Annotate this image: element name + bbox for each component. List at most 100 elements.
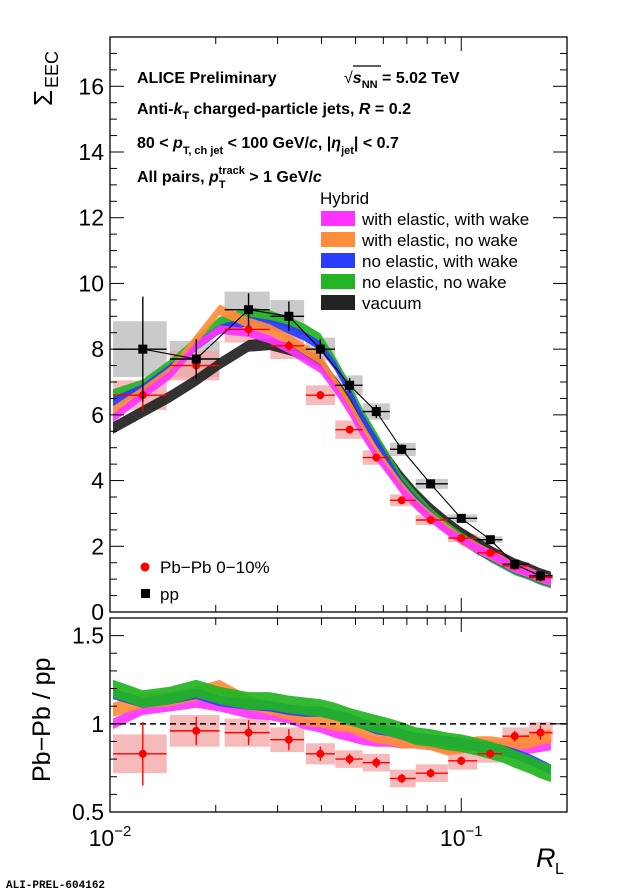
jets-text: charged-particle jets,: [189, 101, 359, 118]
eta-symbol: η: [331, 135, 341, 152]
pbpb-point-5: [345, 425, 354, 434]
pt-unit-c: c: [309, 135, 318, 152]
top-ytick-label-5: 10: [78, 270, 104, 296]
legend-marker-pp: [141, 589, 150, 598]
bottom-model-bands: [113, 679, 551, 782]
bottom-y-label: Pb−Pb / pp: [28, 658, 56, 782]
pp-point-10: [485, 535, 495, 545]
track-pt-sub: T: [219, 179, 226, 191]
x-tick-exp-0: −2: [114, 823, 131, 840]
pp-point-8: [426, 479, 436, 489]
top-axes: 0 2 4 6 8 10 12 14 16: [78, 36, 568, 625]
ratio-point-1: [192, 726, 201, 735]
pp-point-7: [397, 444, 407, 454]
pt-sub: T, ch jet: [183, 145, 224, 157]
legend-label-with-elastic-no-wake: with elastic, no wake: [361, 231, 518, 250]
hybrid-legend-title: Hybrid: [320, 189, 369, 208]
x-axis-title: R L: [536, 843, 564, 878]
x-label-sub: L: [555, 861, 564, 878]
pp-point-5: [345, 380, 355, 390]
ratio-point-0: [138, 749, 147, 758]
eta-open: , |: [318, 135, 331, 152]
legend-marker-pbpb: [140, 562, 150, 572]
energy-s: s: [353, 70, 362, 87]
top-y-label-main: Σ: [28, 90, 58, 106]
x-tick-base-0: 10: [89, 825, 115, 851]
track-pt-symbol: p: [208, 169, 219, 186]
x-label-main: R: [536, 843, 556, 873]
ratio-point-8: [426, 769, 435, 778]
annotation-line-1: ALICE Preliminary: [137, 70, 277, 87]
ratio-point-9: [457, 756, 466, 765]
legend-label-pp: pp: [160, 585, 179, 604]
pp-point-6: [371, 407, 381, 417]
top-panel-frame: [109, 36, 568, 613]
pbpb-point-8: [426, 516, 435, 524]
pp-point-2: [244, 305, 254, 315]
ratio-point-2: [244, 728, 253, 737]
hybrid-legend: Hybrid with elastic, with wake with elas…: [320, 189, 529, 313]
pbpb-point-2: [244, 325, 253, 334]
pbpb-point-4: [316, 391, 325, 400]
track-pt-sup: track: [219, 165, 246, 177]
track-pt-unit-c: c: [313, 169, 322, 186]
bot-ytick-label-2: 1.5: [72, 623, 104, 649]
pp-point-11: [510, 559, 520, 569]
ratio-point-4: [316, 749, 325, 758]
ratio-point-5: [345, 755, 354, 764]
ratio-point-11: [510, 732, 519, 741]
top-y-axis-title: Σ EEC: [28, 51, 62, 106]
legend-label-vacuum: vacuum: [362, 294, 422, 313]
radius-symbol: R: [359, 101, 371, 118]
bottom-data-points: [113, 716, 553, 786]
footer-tag: ALI-PREL-604162: [6, 880, 105, 892]
x-tick-base-1: 10: [440, 825, 466, 851]
legend-label-no-elastic-no-wake: no elastic, no wake: [362, 273, 507, 292]
top-ytick-label-3: 6: [91, 402, 104, 428]
top-ytick-label-0: 0: [91, 599, 104, 625]
pbpb-point-6: [372, 453, 381, 462]
bottom-axes: 0.511.510−2 10−1: [72, 617, 568, 851]
pt-symbol: p: [172, 135, 183, 152]
legend-swatch-with-elastic-with-wake: [321, 211, 355, 226]
pp-point-4: [315, 344, 325, 354]
kt-k: k: [173, 101, 183, 118]
top-ytick-label-4: 8: [91, 336, 104, 362]
top-model-bands: [113, 304, 551, 589]
pbpb-point-7: [397, 496, 406, 505]
legend-swatch-with-elastic-no-wake: [321, 232, 355, 247]
energy-sub: NN: [362, 79, 378, 91]
top-data-points: [113, 293, 553, 582]
top-ytick-label-8: 16: [78, 73, 104, 99]
pp-point-9: [456, 513, 466, 523]
annotation-line-4: All pairs, pTtrack > 1 GeV/c: [137, 165, 322, 191]
x-tick-exp-1: −1: [466, 823, 483, 840]
top-ytick-label-7: 14: [78, 139, 104, 165]
legend-label-pbpb: Pb−Pb 0−10%: [160, 558, 270, 577]
kt-sub: T: [182, 110, 189, 122]
annotation-block: ALICE Preliminary √sNN = 5.02 TeV Anti-k…: [137, 65, 460, 191]
annotation-energy: √sNN = 5.02 TeV: [344, 70, 460, 91]
annotation-line-2: Anti-kT charged-particle jets, R = 0.2: [137, 101, 411, 122]
x-tick-label-1: 10−1: [440, 823, 483, 851]
legend-label-no-elastic-with-wake: no elastic, with wake: [362, 252, 518, 271]
pp-point-0: [138, 344, 148, 354]
bot-ytick-label-0: 0.5: [72, 799, 104, 825]
legend-label-with-elastic-with-wake: with elastic, with wake: [361, 210, 529, 229]
pt-range-lo: 80 <: [137, 135, 173, 152]
ratio-point-12: [536, 728, 545, 737]
pbpb-point-3: [284, 341, 293, 350]
sqrt-symbol: √: [344, 70, 353, 87]
top-ytick-label-1: 2: [91, 533, 104, 559]
bottom-band-no-elastic-no-wake: [113, 679, 551, 782]
bottom-panel-frame: [109, 617, 568, 813]
pt-range-hi: < 100 GeV/: [223, 135, 309, 152]
pbpb-point-9: [457, 534, 466, 543]
eta-close: | < 0.7: [354, 135, 399, 152]
pp-point-3: [284, 311, 294, 321]
top-y-label-sub: EEC: [42, 51, 62, 88]
bottom-band-with-elastic-with-wake: [113, 697, 551, 754]
ratio-point-7: [397, 774, 406, 783]
bot-ytick-label-1: 1: [91, 711, 104, 737]
all-pairs: All pairs,: [137, 169, 209, 186]
